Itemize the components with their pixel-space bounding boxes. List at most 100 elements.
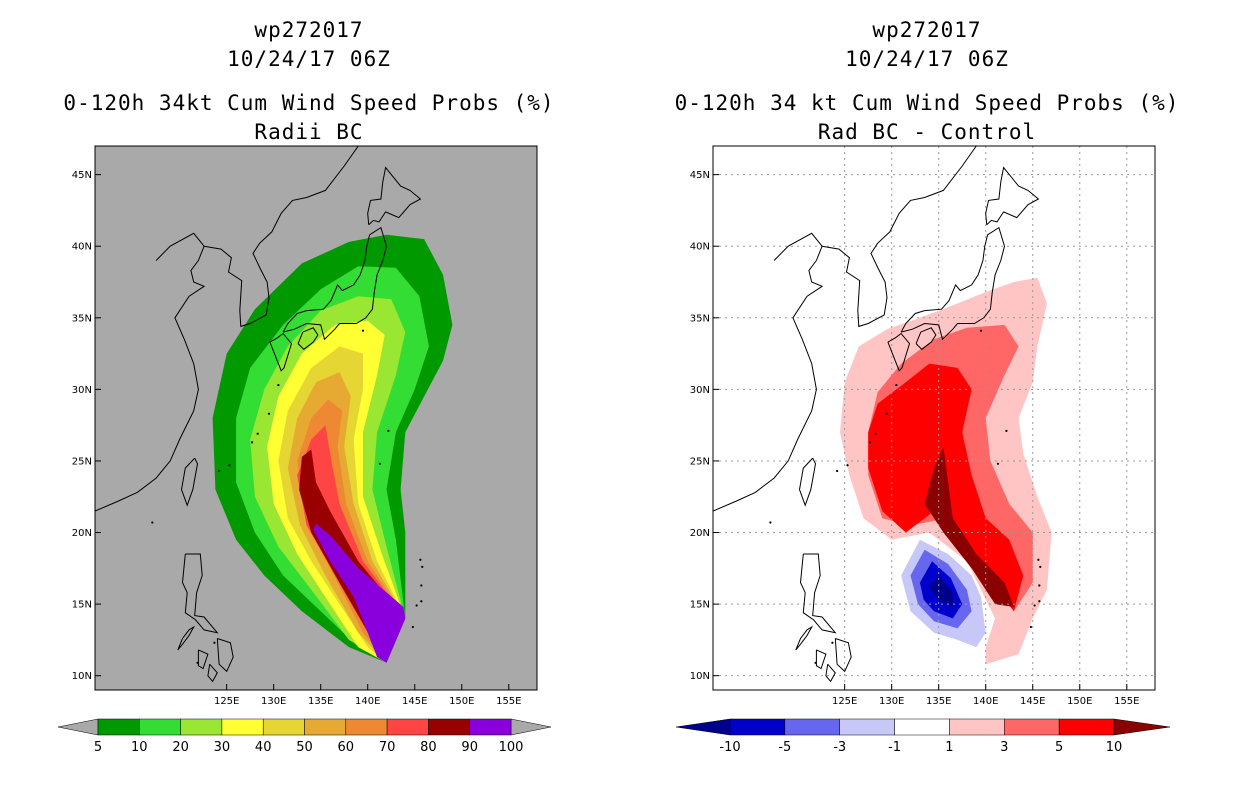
right-island	[831, 641, 834, 644]
right-map-chart: 125E 130E 135E 140E 145E 150E 155E 10N 15N 20N 25N…	[675, 145, 1171, 755]
left-y-tick-label: 35N	[72, 313, 92, 324]
right-colorbar-label: 10	[1106, 740, 1123, 755]
left-island	[228, 464, 231, 467]
left-x-tick-label: 150E	[449, 696, 474, 707]
right-y-tick-label: 40N	[690, 242, 710, 253]
left-colorbar-label: 5	[94, 740, 102, 755]
right-colorbar-label: 5	[1055, 740, 1063, 755]
right-coastline	[825, 663, 836, 683]
left-y-tick-label: 40N	[72, 242, 92, 253]
left-y-tick-label: 30N	[72, 385, 92, 396]
left-island	[419, 558, 422, 561]
right-contour-10	[924, 446, 1014, 607]
left-x-tick-label: 130E	[261, 696, 286, 707]
left-chart-subtitle: Radii BC	[254, 120, 364, 144]
left-island	[256, 432, 259, 435]
left-map-chart: 125E 130E 135E 140E 145E 150E 155E 10N 15N 20N 25N…	[57, 145, 552, 755]
right-colorbar-swatch	[784, 718, 840, 736]
left-colorbar-arrow-low	[57, 718, 99, 736]
left-colorbar-arrow-high	[510, 718, 552, 736]
right-plot-frame	[712, 145, 1156, 691]
left-colorbar-label: 10	[131, 740, 148, 755]
right-y-tick-label: 30N	[690, 385, 710, 396]
left-storm-id: wp272017	[254, 18, 364, 42]
left-colorbar-swatch	[304, 718, 347, 736]
right-colorbar-label: -5	[778, 740, 791, 755]
left-coastline	[269, 332, 293, 372]
left-coastline	[297, 327, 319, 350]
left-island	[421, 565, 424, 568]
left-colorbar-swatch	[386, 718, 429, 736]
left-colorbar-label: 60	[338, 740, 355, 755]
right-island	[1029, 625, 1032, 629]
left-colorbar-label: 70	[379, 740, 396, 755]
right-y-tick-label: 15N	[690, 600, 710, 611]
left-chart-title: 0-120h 34kt Cum Wind Speed Probs (%)	[63, 91, 555, 115]
right-island	[846, 464, 849, 467]
left-island	[420, 600, 423, 603]
right-coastline	[822, 146, 977, 328]
right-coastline	[815, 649, 827, 670]
left-colorbar-label: 20	[172, 740, 189, 755]
left-island	[415, 604, 418, 607]
right-date: 10/24/17 06Z	[845, 47, 1009, 71]
left-coastline	[177, 625, 196, 651]
left-island	[196, 661, 199, 664]
right-plot-area	[713, 146, 1155, 690]
left-x-tick-label: 140E	[355, 696, 380, 707]
left-y-tick-label: 10N	[72, 671, 92, 682]
left-x-tick-label: 125E	[214, 696, 239, 707]
right-colorbar-arrow-high	[1113, 718, 1171, 736]
right-colorbar-swatch	[729, 718, 786, 736]
left-colorbar-label: 40	[255, 740, 272, 755]
right-coastline	[795, 625, 814, 651]
left-island	[151, 521, 154, 524]
left-colorbar-swatch	[180, 718, 223, 736]
left-colorbar-label: 90	[461, 740, 478, 755]
left-coastline	[155, 232, 205, 261]
right-y-tick-label: 35N	[690, 313, 710, 324]
right-y-tick-label: 45N	[690, 170, 710, 181]
left-colorbar-swatch	[97, 718, 140, 736]
right-island	[868, 441, 872, 444]
right-x-tick-label: 125E	[832, 696, 857, 707]
left-colorbar-label: 30	[214, 740, 231, 755]
right-colorbar-swatch	[949, 718, 1005, 736]
right-coastline	[985, 166, 1040, 226]
right-x-tick-label: 140E	[973, 696, 998, 707]
right-y-tick-label: 20N	[690, 528, 710, 539]
right-x-tick-label: 135E	[926, 696, 951, 707]
right-contour-neg10	[929, 575, 953, 607]
right-colorbar-swatch	[1004, 718, 1060, 736]
left-coastline	[367, 166, 422, 226]
left-y-tick-label: 45N	[72, 170, 92, 181]
right-y-tick-label: 25N	[690, 456, 710, 467]
right-coastline	[713, 260, 824, 512]
left-contour-90	[313, 523, 406, 663]
left-island	[378, 462, 382, 465]
left-y-tick-label: 20N	[72, 528, 92, 539]
right-colorbar-swatch	[1058, 718, 1115, 736]
right-island	[1038, 584, 1041, 587]
right-chart-title: 0-120h 34 kt Cum Wind Speed Probs (%)	[674, 91, 1180, 115]
left-island	[387, 429, 390, 432]
left-island	[411, 625, 414, 629]
left-colorbar-swatch	[221, 718, 264, 736]
left-coastline	[95, 260, 206, 512]
right-y-tick-label: 10N	[690, 671, 710, 682]
right-x-tick-label: 155E	[1114, 696, 1139, 707]
left-plot-frame	[94, 145, 538, 691]
right-coastline	[900, 226, 1006, 341]
left-x-tick-label: 155E	[496, 696, 521, 707]
right-storm-id: wp272017	[872, 18, 982, 42]
right-island	[769, 521, 772, 524]
right-coastline	[834, 638, 852, 673]
right-island	[1039, 565, 1042, 568]
right-x-tick-label: 130E	[879, 696, 904, 707]
right-island	[814, 661, 817, 664]
left-colorbar-swatch	[139, 718, 181, 736]
left-island	[213, 641, 216, 644]
right-coastline	[798, 457, 817, 507]
right-coastline	[915, 327, 937, 350]
left-coastline	[216, 638, 234, 673]
